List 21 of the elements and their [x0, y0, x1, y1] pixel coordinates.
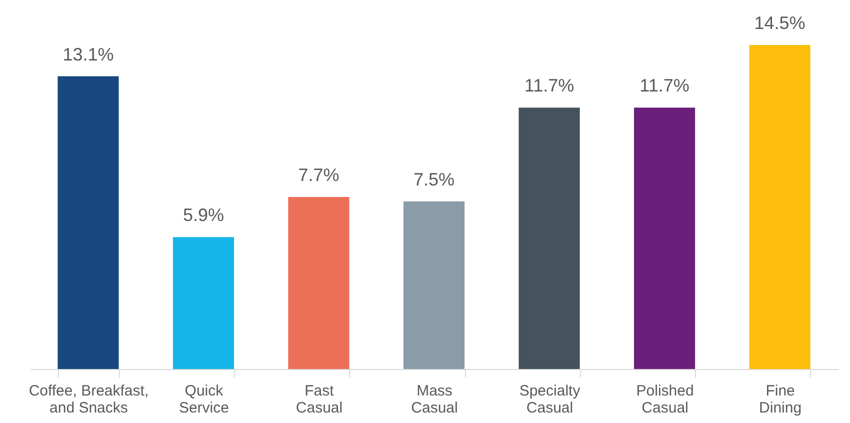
data-label: 7.5%	[413, 169, 455, 190]
bar	[403, 201, 465, 369]
x-tick-label: Coffee, Breakfast, and Snacks	[28, 382, 149, 416]
x-tick-label: Fine Dining	[759, 382, 802, 416]
data-label: 7.7%	[298, 164, 340, 185]
data-label: 13.1%	[62, 44, 114, 64]
data-label: 11.7%	[524, 76, 574, 96]
bar	[58, 76, 119, 369]
bar	[172, 237, 234, 369]
x-tick-label: Mass Casual	[411, 382, 458, 416]
x-tick-label: Specialty Casual	[519, 382, 581, 416]
x-tick-label: Quick Service	[178, 382, 229, 416]
data-label: 14.5%	[754, 13, 806, 33]
data-label: 11.7%	[640, 76, 690, 96]
x-tick-label: Polished Casual	[636, 382, 694, 416]
data-label: 5.9%	[182, 205, 224, 226]
bar	[518, 108, 580, 369]
bar	[634, 108, 696, 369]
x-tick-label: Fast Casual	[296, 382, 343, 416]
bar	[288, 196, 350, 369]
bar	[749, 45, 810, 369]
